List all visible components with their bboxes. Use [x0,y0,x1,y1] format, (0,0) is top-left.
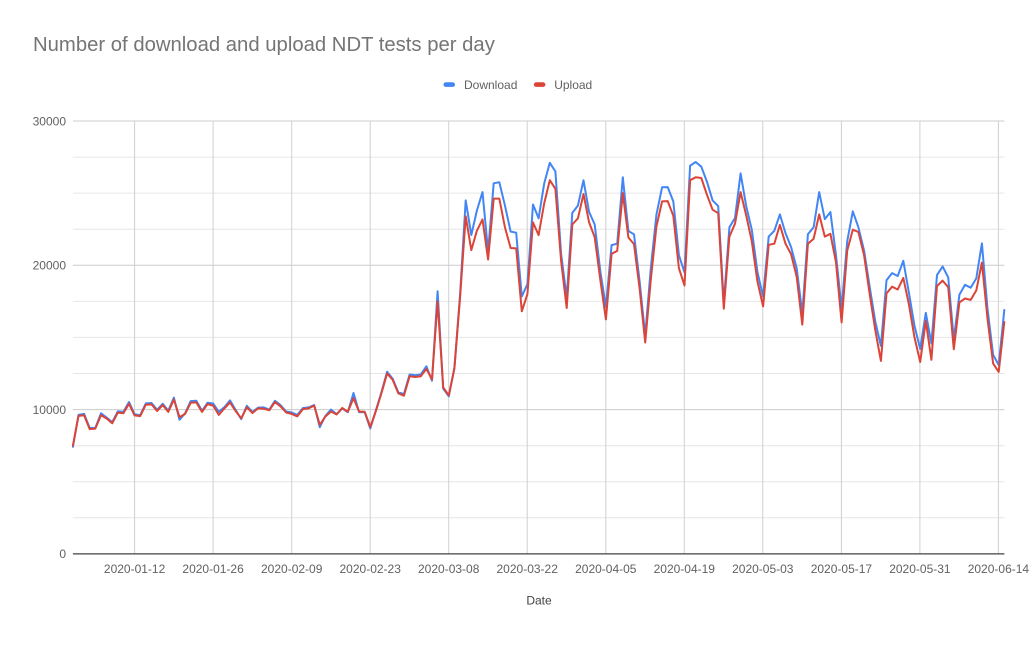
svg-text:2020-02-23: 2020-02-23 [340,562,402,576]
svg-text:2020-02-09: 2020-02-09 [261,562,323,576]
svg-text:2020-05-31: 2020-05-31 [889,562,951,576]
svg-text:Download: Download [464,78,517,92]
svg-text:20000: 20000 [33,259,67,273]
svg-text:2020-01-26: 2020-01-26 [182,562,244,576]
svg-text:0: 0 [59,547,66,561]
svg-text:2020-05-17: 2020-05-17 [811,562,873,576]
svg-text:2020-06-14: 2020-06-14 [968,562,1030,576]
svg-text:Date: Date [526,594,552,608]
svg-text:2020-04-05: 2020-04-05 [575,562,637,576]
svg-text:30000: 30000 [33,114,67,128]
svg-text:10000: 10000 [33,403,67,417]
svg-text:Upload: Upload [554,78,592,92]
svg-text:2020-01-12: 2020-01-12 [104,562,166,576]
svg-text:Number of download and upload: Number of download and upload NDT tests … [33,34,496,56]
svg-text:2020-05-03: 2020-05-03 [732,562,794,576]
svg-text:2020-03-08: 2020-03-08 [418,562,480,576]
svg-text:2020-03-22: 2020-03-22 [497,562,559,576]
svg-text:2020-04-19: 2020-04-19 [654,562,716,576]
